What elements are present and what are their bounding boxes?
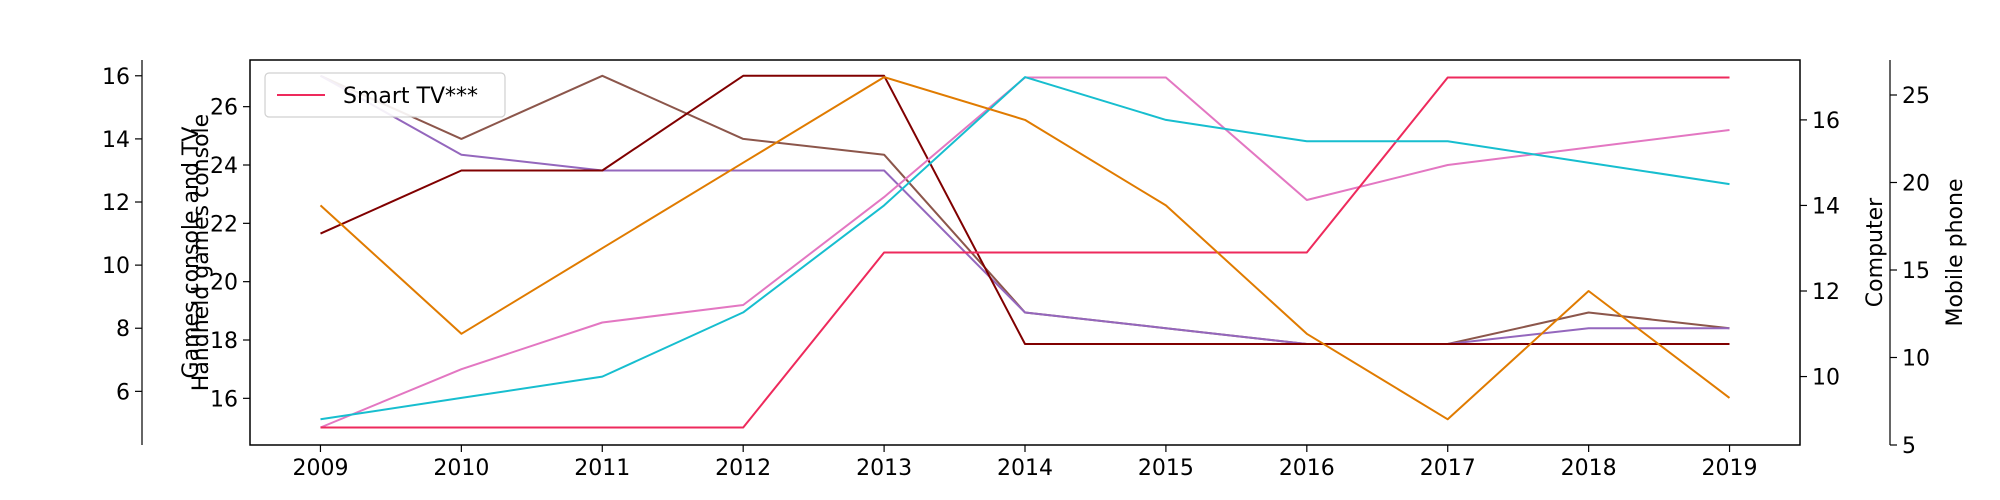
x-tick-label: 2010	[433, 456, 489, 481]
y-tick-label: 5	[1902, 434, 1916, 459]
y-tick-label: 26	[210, 96, 238, 121]
y-tick-label: 22	[210, 212, 238, 237]
y-tick-label: 20	[210, 271, 238, 296]
y-tick-label: 24	[210, 154, 238, 179]
y-tick-label: 16	[102, 65, 130, 90]
y-tick-label: 15	[1902, 259, 1930, 284]
series-line-5	[320, 76, 1730, 429]
y-tick-label: 6	[116, 380, 130, 405]
x-tick-label: 2018	[1561, 456, 1617, 481]
y-tick-label: 20	[1902, 172, 1930, 197]
x-tick-label: 2011	[574, 456, 630, 481]
series-line-3	[320, 74, 1730, 345]
y-axis-title-left-outer: Games console and TV	[179, 127, 204, 379]
series-line-2	[320, 74, 1730, 345]
x-tick-label: 2012	[715, 456, 771, 481]
y-tick-label: 12	[1812, 280, 1840, 305]
x-tick-label: 2019	[1702, 456, 1758, 481]
series-line-7	[319, 76, 1731, 421]
y-axis-title-right-inner: Computer	[1863, 197, 1888, 307]
series-line-6	[320, 76, 1730, 421]
plot-frame	[249, 59, 1801, 446]
x-tick-label: 2009	[292, 456, 348, 481]
x-tick-label: 2017	[1420, 456, 1476, 481]
y-tick-label: 10	[1902, 347, 1930, 372]
y-tick-label: 16	[210, 387, 238, 412]
y-tick-label: 14	[1812, 194, 1840, 219]
legend-label-smart-tv: Smart TV***	[343, 84, 478, 109]
legend-box	[264, 72, 506, 118]
y-axis-title-left-inner: Handheld games console	[189, 114, 214, 391]
x-tick-label: 2016	[1279, 456, 1335, 481]
y-tick-label: 10	[102, 254, 130, 279]
y-axis-title-right-outer: Mobile phone	[1943, 178, 1968, 326]
legend: Smart TV***	[264, 72, 506, 118]
series-layer	[319, 74, 1731, 429]
y-tick-label: 16	[1812, 109, 1840, 134]
y-tick-label: 8	[116, 317, 130, 342]
y-tick-label: 12	[102, 191, 130, 216]
y-tick-label: 10	[1812, 366, 1840, 391]
x-tick-label: 2015	[1138, 456, 1194, 481]
axes-layer: 2009 2010 2011 2012 2013 2014 2015 2016 2017 2018…	[102, 60, 1968, 481]
y-tick-label: 14	[102, 128, 130, 153]
y-tick-label: 18	[210, 329, 238, 354]
y-tick-label: 25	[1902, 84, 1930, 109]
x-tick-label: 2013	[856, 456, 912, 481]
x-tick-label: 2014	[997, 456, 1053, 481]
